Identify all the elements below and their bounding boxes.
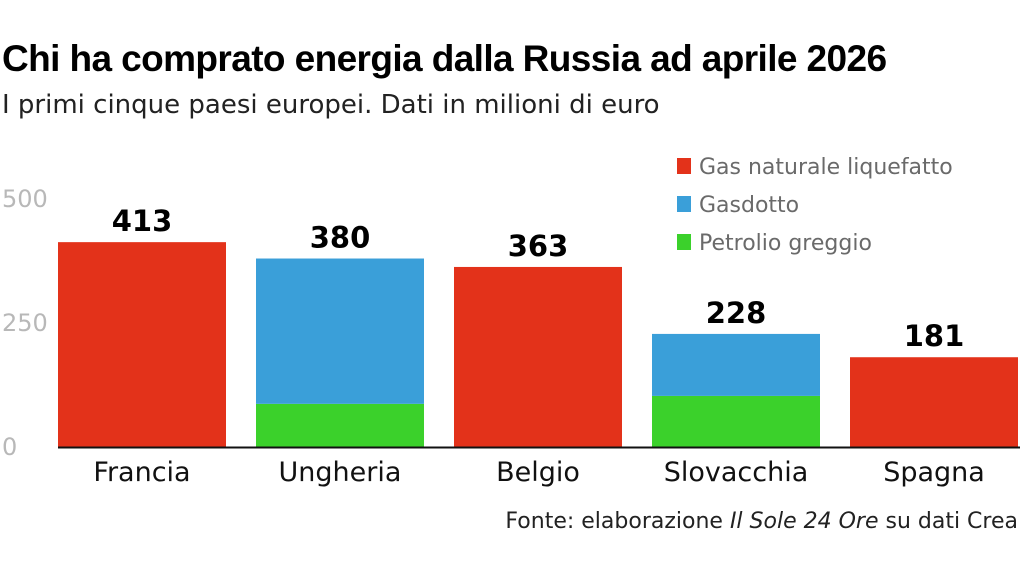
data-label: 380 (310, 221, 371, 255)
y-tick-label: 500 (2, 185, 48, 213)
y-tick-label: 0 (2, 433, 17, 461)
chart-title: Chi ha comprato energia dalla Russia ad … (2, 38, 887, 79)
y-tick-label: 250 (2, 309, 48, 337)
source-note: Fonte: elaborazione Il Sole 24 Ore su da… (505, 509, 1018, 534)
data-label: 363 (508, 229, 569, 263)
chart-subtitle: I primi cinque paesi europei. Dati in mi… (2, 90, 660, 120)
x-tick-label: Francia (93, 457, 190, 488)
x-tick-label: Ungheria (279, 457, 402, 488)
bar-segment (652, 333, 820, 396)
legend-swatch (677, 196, 691, 212)
bar-segment (256, 403, 424, 447)
legend-label: Petrolio greggio (699, 231, 872, 256)
legend-swatch (677, 158, 691, 174)
source-suffix: su dati Crea (878, 509, 1018, 534)
bar-segment (652, 395, 820, 447)
legend-swatch (677, 234, 691, 250)
bar-segment (58, 242, 226, 447)
bar-segment (256, 258, 424, 404)
data-label: 228 (706, 296, 767, 330)
x-tick-label: Belgio (496, 457, 580, 488)
bar-segment (850, 357, 1018, 447)
data-label: 181 (904, 319, 965, 353)
x-tick-label: Spagna (883, 457, 985, 488)
source-publication: Il Sole 24 Ore (729, 509, 879, 534)
source-prefix: Fonte: elaborazione (505, 509, 730, 534)
x-tick-label: Slovacchia (664, 457, 809, 488)
legend-label: Gasdotto (699, 193, 799, 218)
legend-label: Gas naturale liquefatto (699, 155, 953, 180)
data-label: 413 (112, 204, 173, 238)
bar-segment (454, 266, 622, 447)
